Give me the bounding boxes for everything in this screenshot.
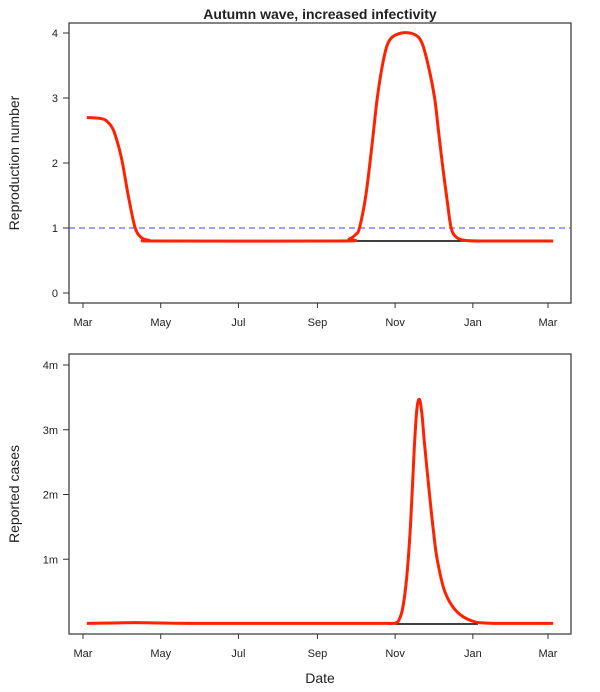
top-y-axis-label: Reproduction number: [6, 95, 22, 230]
top-y-tick-label: 0: [52, 288, 58, 300]
bottom-x-tick-label: Jan: [464, 648, 482, 660]
bottom-x-tick-label: Mar: [539, 648, 558, 660]
bottom-x-tick-label: Nov: [385, 648, 405, 660]
bottom-x-tick-label: Jul: [231, 648, 245, 660]
bottom-y-tick-label: 2m: [43, 490, 58, 502]
bottom-series-line-red: [86, 397, 554, 625]
bottom-x-axis-label: Date: [305, 670, 335, 686]
top-plot-frame: [68, 22, 572, 304]
top-y-tick-label: 4: [52, 28, 58, 40]
bottom-plot-frame: [68, 353, 572, 635]
top-x-tick-label: Jul: [231, 317, 245, 329]
top-y-tick-label: 2: [52, 158, 58, 170]
top-x-tick-label: Nov: [385, 317, 405, 329]
top-x-tick-label: Mar: [74, 317, 93, 329]
bottom-x-tick-label: Mar: [74, 648, 93, 660]
top-x-tick-label: Mar: [539, 317, 558, 329]
bottom-y-tick-label: 3m: [43, 425, 58, 437]
bottom-y-tick-label: 4m: [43, 360, 58, 372]
top-series-line-red: [86, 31, 554, 243]
top-y-tick-label: 1: [52, 223, 58, 235]
top-x-tick-label: May: [150, 317, 171, 329]
bottom-y-tick-label: 1m: [43, 554, 58, 566]
top-x-tick-label: Jan: [464, 317, 482, 329]
bottom-y-axis-label: Reported cases: [6, 445, 22, 543]
bottom-x-tick-label: Sep: [308, 648, 328, 660]
top-x-tick-label: Sep: [308, 317, 328, 329]
bottom-x-tick-label: May: [150, 648, 171, 660]
top-y-tick-label: 3: [52, 93, 58, 105]
chart-title: Autumn wave, increased infectivity: [203, 6, 437, 22]
